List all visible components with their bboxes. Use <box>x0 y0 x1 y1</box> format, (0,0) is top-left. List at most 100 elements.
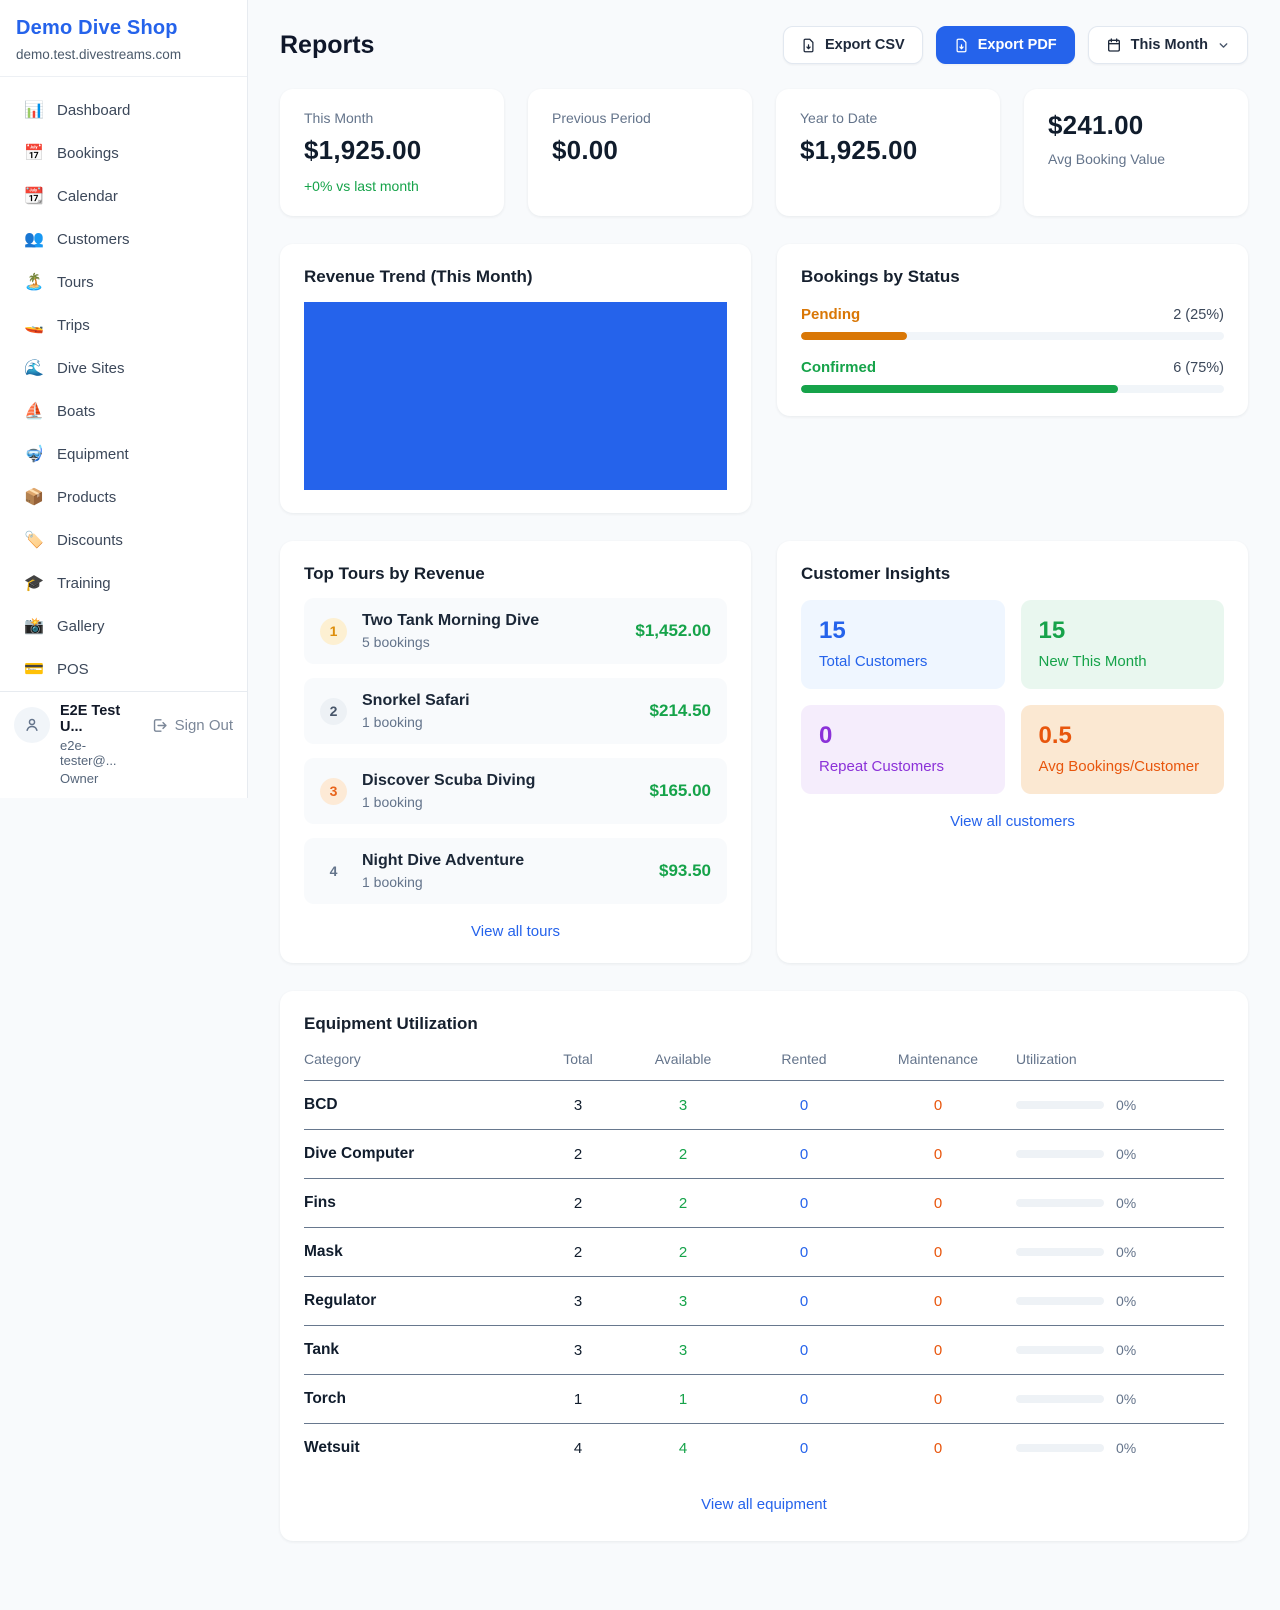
export-pdf-label: Export PDF <box>977 37 1057 53</box>
col-utilization: Utilization <box>1016 1051 1077 1067</box>
insight-label: New This Month <box>1038 653 1147 670</box>
table-row: Mask 2 2 0 0 0% <box>304 1228 1224 1277</box>
table-row: Torch 1 1 0 0 0% <box>304 1375 1224 1424</box>
calendar-icon <box>1107 38 1120 52</box>
sidebar-item-boats[interactable]: ⛵ Boats <box>12 392 235 430</box>
brand[interactable]: Demo Dive Shop demo.test.divestreams.com <box>0 0 247 77</box>
sidebar-item-pos[interactable]: 💳 POS <box>12 650 235 688</box>
insight-label: Repeat Customers <box>819 758 945 775</box>
sidebar-item-label: Dive Sites <box>57 359 125 377</box>
rank-badge: 1 <box>320 617 347 645</box>
equip-category: Wetsuit <box>304 1439 360 1456</box>
equip-total: 1 <box>573 1390 583 1408</box>
stat-delta: +0% vs last month <box>304 178 419 194</box>
sidebar-item-gallery[interactable]: 📸 Gallery <box>12 607 235 645</box>
view-all-customers-link[interactable]: View all customers <box>950 813 1075 830</box>
equip-total: 4 <box>573 1439 583 1457</box>
stat-value: $0.00 <box>552 135 619 165</box>
avatar <box>14 707 50 743</box>
equipment-utilization-card: Equipment Utilization Category Total Ava… <box>280 991 1248 1541</box>
wave-icon: 🌊 <box>24 360 44 377</box>
stat-previous-period: Previous Period $0.00 <box>528 89 752 216</box>
insight-total-customers: 15 Total Customers <box>801 600 1005 689</box>
export-csv-button[interactable]: Export CSV <box>782 26 923 64</box>
sidebar-item-equipment[interactable]: 🤿 Equipment <box>12 435 235 473</box>
revenue-trend-title: Revenue Trend (This Month) <box>304 267 533 286</box>
status-bar-track <box>801 385 1224 393</box>
main-content: Reports Export CSV Export PDF This Month <box>248 0 1280 1577</box>
customers-icon: 👥 <box>24 231 44 248</box>
utilization-bar <box>1016 1248 1104 1256</box>
person-icon <box>26 718 38 731</box>
sidebar-item-calendar[interactable]: 📆 Calendar <box>12 177 235 215</box>
camera-icon: 📸 <box>24 618 44 635</box>
export-pdf-button[interactable]: Export PDF <box>935 26 1075 64</box>
insight-repeat-customers: 0 Repeat Customers <box>801 705 1005 794</box>
top-tours-card: Top Tours by Revenue 1 Two Tank Morning … <box>280 541 751 963</box>
table-row: Wetsuit 4 4 0 0 0% <box>304 1424 1224 1472</box>
sidebar-item-label: Calendar <box>57 187 118 205</box>
sidebar-item-discounts[interactable]: 🏷️ Discounts <box>12 521 235 559</box>
sidebar-item-tours[interactable]: 🏝️ Tours <box>12 263 235 301</box>
equip-maintenance: 0 <box>933 1292 943 1310</box>
table-header: Category Total Available Rented Maintena… <box>304 1051 1224 1081</box>
tour-revenue: $1,452.00 <box>635 621 711 640</box>
tour-row: 3 Discover Scuba Diving 1 booking $165.0… <box>304 758 727 824</box>
period-dropdown[interactable]: This Month <box>1087 26 1248 64</box>
utilization-pct: 0% <box>1116 1097 1137 1113</box>
col-category: Category <box>304 1051 361 1067</box>
view-all-equipment-link[interactable]: View all equipment <box>701 1496 827 1513</box>
equip-category: Mask <box>304 1243 343 1260</box>
view-all-tours-link[interactable]: View all tours <box>471 923 560 940</box>
sidebar-item-customers[interactable]: 👥 Customers <box>12 220 235 258</box>
sidebar-item-training[interactable]: 🎓 Training <box>12 564 235 602</box>
insight-label: Avg Bookings/Customer <box>1038 758 1200 775</box>
tour-bookings: 5 bookings <box>362 634 430 650</box>
sidebar-item-label: Equipment <box>57 445 129 463</box>
equip-available: 4 <box>678 1439 688 1457</box>
user-email: e2e-tester@... <box>60 738 117 768</box>
sidebar-item-label: Products <box>57 488 117 506</box>
sidebar-item-label: Trips <box>57 316 90 334</box>
equip-available: 3 <box>678 1341 688 1359</box>
status-count: 6 (75%) <box>1173 360 1224 376</box>
tour-bookings: 1 booking <box>362 714 423 730</box>
stat-value: $1,925.00 <box>304 135 422 165</box>
utilization-bar <box>1016 1444 1104 1452</box>
sidebar-item-products[interactable]: 📦 Products <box>12 478 235 516</box>
utilization-bar <box>1016 1199 1104 1207</box>
tag-icon: 🏷️ <box>24 532 44 549</box>
utilization-bar <box>1016 1297 1104 1305</box>
sign-out-button[interactable]: Sign Out <box>151 717 233 734</box>
sidebar-item-label: Customers <box>57 230 130 248</box>
package-icon: 📦 <box>24 489 44 506</box>
equip-maintenance: 0 <box>933 1243 943 1261</box>
file-download-icon <box>956 38 967 52</box>
utilization-pct: 0% <box>1116 1391 1137 1407</box>
sidebar-item-dashboard[interactable]: 📊 Dashboard <box>12 91 235 129</box>
equip-available: 2 <box>678 1243 688 1261</box>
island-icon: 🏝️ <box>24 274 44 291</box>
status-bar-fill <box>801 385 1119 393</box>
equip-maintenance: 0 <box>933 1341 943 1359</box>
sidebar-item-trips[interactable]: 🚤 Trips <box>12 306 235 344</box>
sidebar-item-bookings[interactable]: 📅 Bookings <box>12 134 235 172</box>
table-row: Tank 3 3 0 0 0% <box>304 1326 1224 1375</box>
utilization-pct: 0% <box>1116 1440 1137 1456</box>
stat-cards: This Month $1,925.00 +0% vs last month P… <box>280 89 1248 216</box>
equip-available: 3 <box>678 1292 688 1310</box>
rank-badge: 2 <box>320 697 347 725</box>
stat-year-to-date: Year to Date $1,925.00 <box>776 89 1000 216</box>
sidebar-item-dive-sites[interactable]: 🌊 Dive Sites <box>12 349 235 387</box>
status-label: Confirmed <box>801 359 876 376</box>
tour-name: Discover Scuba Diving <box>362 772 536 789</box>
sidebar-nav: 📊 Dashboard 📅 Bookings 📆 Calendar 👥 Cust… <box>0 77 247 708</box>
stat-value: $241.00 <box>1048 110 1144 140</box>
graduation-cap-icon: 🎓 <box>24 575 44 592</box>
credit-card-icon: 💳 <box>24 661 44 678</box>
equip-total: 3 <box>573 1341 583 1359</box>
sidebar-item-label: Gallery <box>57 617 105 635</box>
insight-value: 0 <box>819 722 833 749</box>
equip-category: Regulator <box>304 1292 377 1309</box>
tour-revenue: $165.00 <box>649 781 711 800</box>
